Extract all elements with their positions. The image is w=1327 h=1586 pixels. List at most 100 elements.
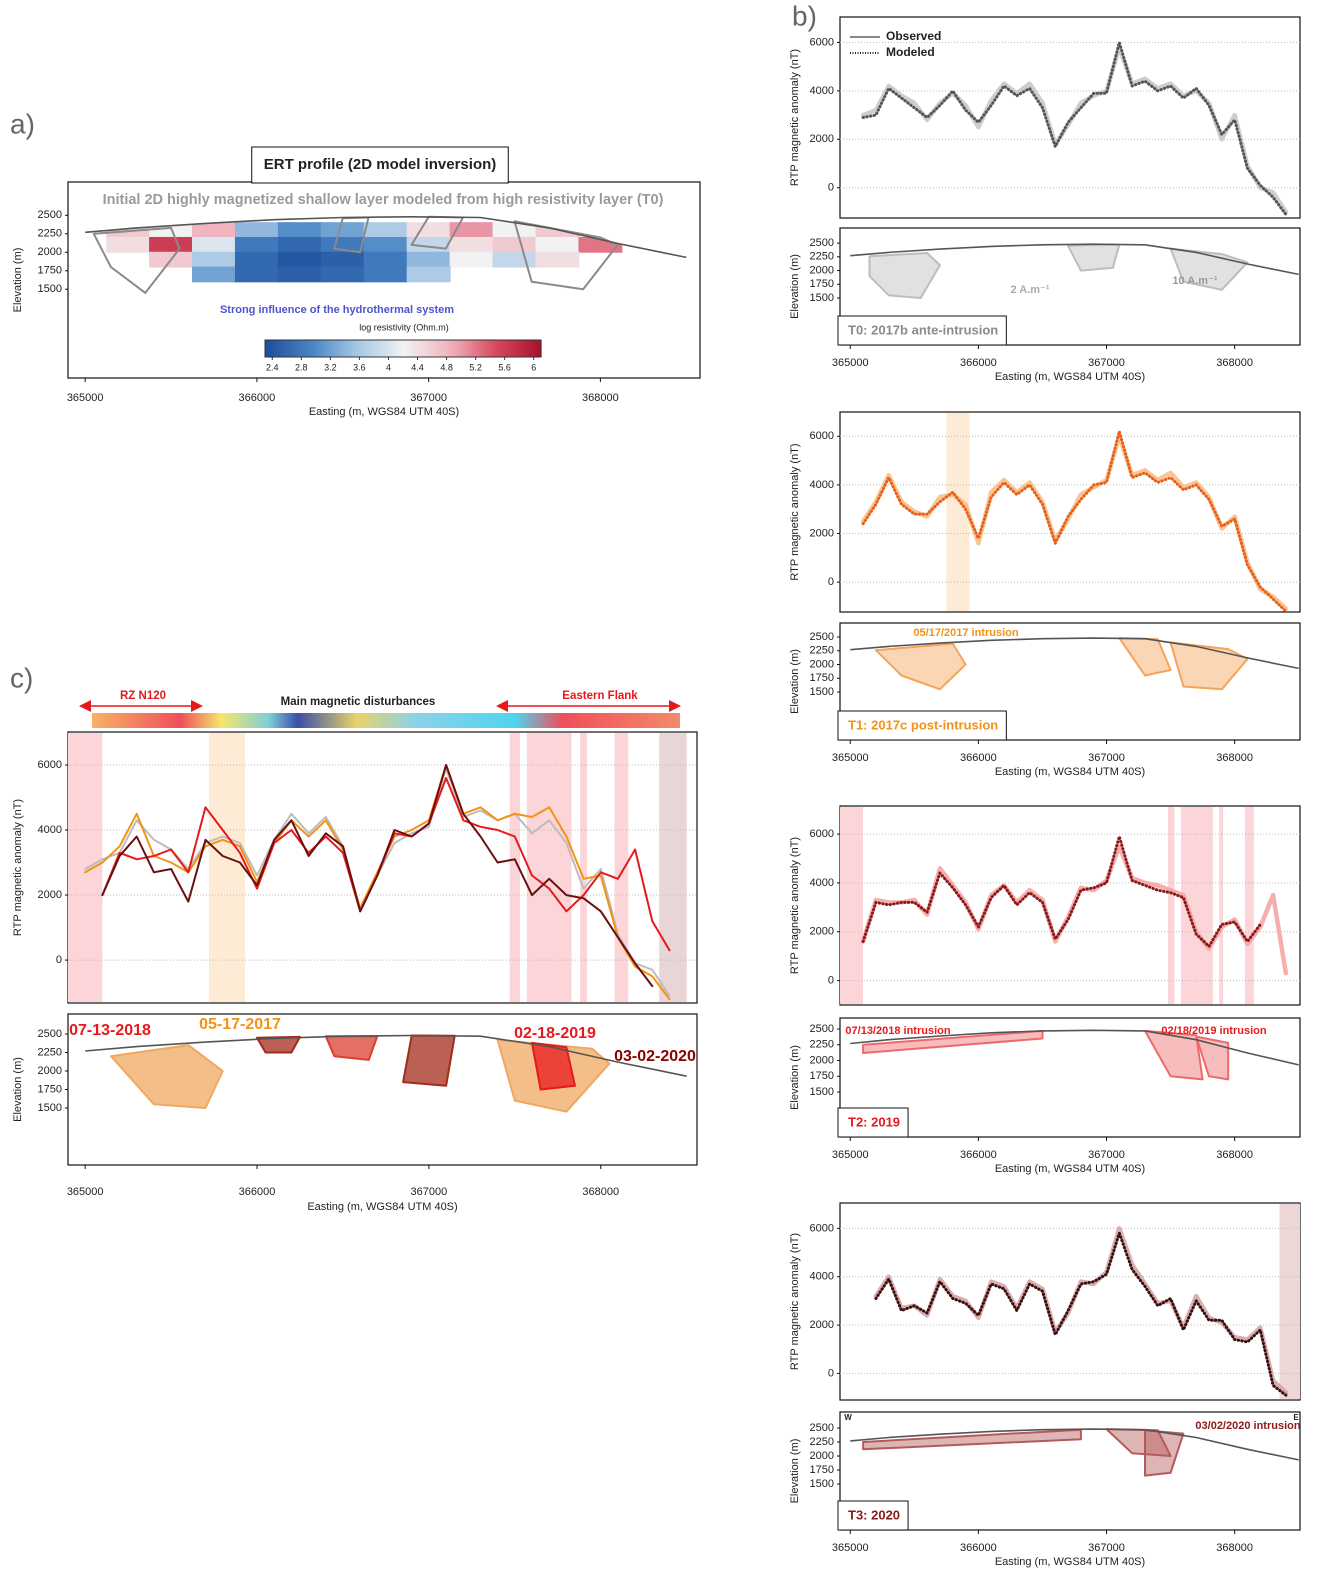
colorbar-swatch [421, 340, 425, 357]
colorbar-swatch [490, 340, 494, 357]
legend-label: Observed [886, 29, 941, 43]
colorbar-swatch [463, 340, 467, 357]
resistivity-cell [234, 222, 279, 238]
y-tick-label: 2000 [38, 246, 62, 258]
colorbar-swatch [511, 340, 515, 357]
colorbar-swatch [325, 340, 329, 357]
y-tick-label: 1750 [810, 1464, 834, 1476]
colorbar-swatch [514, 340, 518, 357]
y-tick-label: 2250 [810, 1039, 834, 1051]
resistivity-cell [234, 266, 279, 283]
y-tick-label: 0 [56, 954, 62, 966]
disturbance-band [580, 733, 588, 1002]
colorbar-swatch [295, 340, 299, 357]
x-tick-label: 366000 [239, 1186, 276, 1198]
colorbar-swatch [487, 340, 491, 357]
colorbar-swatch [334, 340, 338, 357]
colorbar-swatch [433, 340, 437, 357]
colorbar-tick-label: 2.4 [266, 362, 279, 372]
magnetized-body [513, 220, 619, 291]
y-axis-label: Elevation (m) [789, 1439, 801, 1504]
colorbar-swatch [493, 340, 497, 357]
colorbar-swatch [457, 340, 461, 357]
colorbar-swatch [382, 340, 386, 357]
y-tick-label: 6000 [810, 1222, 834, 1234]
colorbar-swatch [343, 340, 347, 357]
colorbar-swatch [337, 340, 341, 357]
resistivity-cell [363, 222, 408, 238]
series-line [84, 764, 671, 1001]
header-label: RZ N120 [120, 690, 166, 702]
series-line [861, 429, 1288, 613]
section-frame [839, 1411, 1301, 1531]
colorbar-swatch [472, 340, 476, 357]
colorbar-swatch [268, 340, 272, 357]
y-axis-label: RTP magnetic anomaly (nT) [789, 49, 801, 186]
colorbar-swatch [277, 340, 281, 357]
colorbar-swatch [322, 340, 326, 357]
disturbance-band [509, 733, 520, 1002]
x-tick-label: 368000 [1216, 357, 1253, 369]
disturbance-band [1244, 807, 1254, 1004]
colorbar-swatch [376, 340, 380, 357]
y-tick-label: 2000 [810, 133, 834, 145]
colorbar-tick-label: 4.4 [411, 362, 424, 372]
x-tick-label: 368000 [582, 1186, 619, 1198]
panel-label-box [837, 710, 1007, 741]
colorbar-swatch [346, 340, 350, 357]
colorbar-swatch [304, 340, 308, 357]
magnetized-body [256, 1035, 301, 1054]
resistivity-cell [449, 222, 494, 238]
colorbar-swatch [316, 340, 320, 357]
colorbar-tick-label: 4.8 [440, 362, 453, 372]
colorbar-swatch [280, 340, 284, 357]
y-tick-label: 1500 [38, 283, 62, 295]
colorbar-tick-label: 6 [531, 362, 536, 372]
panel-label: T1: 2017c post-intrusion [848, 717, 998, 732]
y-tick-label: 2000 [38, 1065, 62, 1077]
resistivity-cell [320, 236, 365, 253]
resistivity-cell [149, 236, 194, 253]
y-tick-label: 1750 [810, 672, 834, 684]
annotation: Strong influence of the hydrothermal sys… [220, 304, 454, 316]
panel-letter: a) [10, 108, 35, 139]
x-tick-label: 366000 [960, 1542, 997, 1554]
colorbar-swatch [409, 340, 413, 357]
colorbar-swatch [505, 340, 509, 357]
subtitle: Initial 2D highly magnetized shallow lay… [103, 192, 664, 208]
x-tick-label: 367000 [1088, 357, 1125, 369]
disturbance-band [526, 733, 572, 1002]
y-tick-label: 2000 [38, 889, 62, 901]
annotation: 2 A.m⁻¹ [1010, 284, 1049, 296]
colorbar-swatch [328, 340, 332, 357]
series-line [861, 40, 1288, 216]
chart-title: ERT profile (2D model inversion) [264, 156, 497, 173]
plot-frame [839, 1202, 1301, 1401]
magnetized-body [1144, 1029, 1204, 1081]
colorbar-tick-label: 3.2 [324, 362, 337, 372]
disturbance-band [1168, 807, 1175, 1004]
disturbance-band [1219, 807, 1224, 1004]
colorbar-swatch [508, 340, 512, 357]
colorbar-swatch [286, 340, 290, 357]
y-axis-label: Elevation (m) [789, 1045, 801, 1110]
series-line [861, 835, 1262, 948]
magnetized-body [324, 1035, 379, 1061]
colorbar-swatch [448, 340, 452, 357]
panel-label-box [837, 1500, 909, 1531]
colorbar-tick-label: 2.8 [295, 362, 308, 372]
disturbance-band [946, 413, 970, 611]
y-tick-label: 2500 [38, 1028, 62, 1040]
magnetized-body [862, 1029, 1044, 1054]
resistivity-cell [234, 251, 279, 268]
colorbar-tick-label: 4 [386, 362, 391, 372]
colorbar-swatch [496, 340, 500, 357]
x-tick-label: 367000 [411, 1186, 448, 1198]
x-tick-label: 365000 [832, 752, 869, 764]
panel-letter: c) [10, 662, 33, 693]
colorbar-swatch [391, 340, 395, 357]
colorbar-swatch [523, 340, 527, 357]
resistivity-cell [363, 266, 408, 283]
resistivity-cell [320, 251, 365, 268]
